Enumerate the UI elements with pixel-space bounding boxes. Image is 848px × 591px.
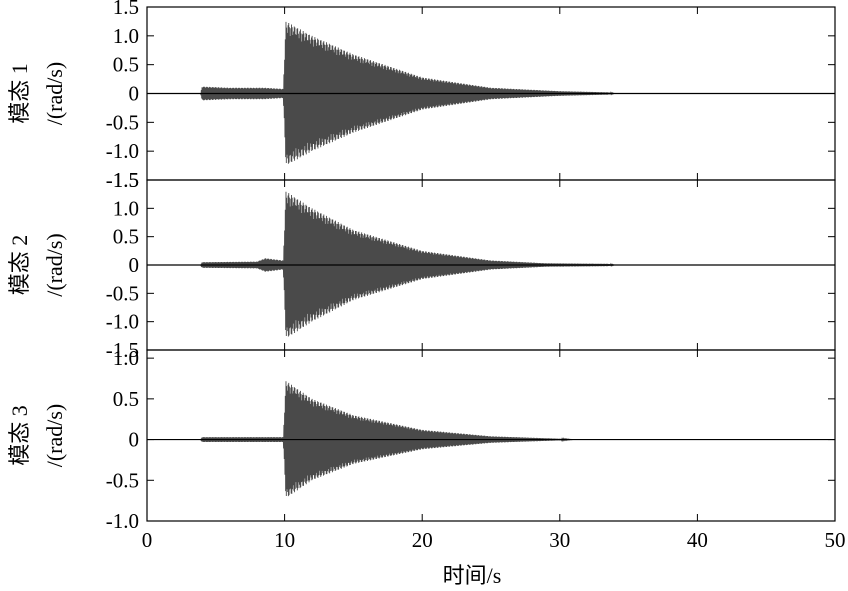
y-tick-label: 0.5	[113, 225, 139, 249]
y-axis-unit-label: /(rad/s)	[42, 233, 67, 297]
y-tick-label: -0.5	[106, 468, 139, 492]
x-axis-label: 时间/s	[443, 563, 502, 588]
y-tick-label: 0	[129, 253, 140, 277]
plot-frame	[146, 349, 836, 522]
subplot-3: 1.0 0.5 0 -0.5 -1.0 模态 3 /(rad/s)	[7, 346, 836, 533]
y-tick-label: 0	[129, 428, 140, 452]
y-tick-label: 1.0	[113, 24, 139, 48]
y-tick-label: 0.5	[113, 387, 139, 411]
y-axis-unit-label: /(rad/s)	[42, 62, 67, 126]
y-tick-label: -1.5	[106, 338, 139, 362]
y-tick-label: -1.0	[106, 310, 139, 334]
y-axis-unit-label: /(rad/s)	[42, 404, 67, 468]
y-tick-label: -1.0	[106, 139, 139, 163]
subplot-1: 1.5 1.0 0.5 0 -0.5 -1.0 -1.5 模态 1 /(rad/s)	[7, 0, 836, 192]
subplot-2: 1.5 1.0 0.5 0 -0.5 -1.0 -1.5 模态 2 /(rad/s)	[7, 168, 836, 362]
y-tick-label: -0.5	[106, 110, 139, 134]
signal-line-2	[147, 191, 835, 337]
y-tick-label: 1.5	[113, 0, 139, 19]
x-tick-label: 30	[549, 528, 570, 552]
y-axis-label: 模态 3	[7, 405, 32, 466]
x-tick-label: 40	[687, 528, 708, 552]
y-tick-label: 0	[129, 82, 140, 106]
y-tick-label: 1.0	[113, 196, 139, 220]
y-axis-label: 模态 2	[7, 235, 32, 296]
y-axis-label: 模态 1	[7, 63, 32, 124]
x-tick-label: 0	[142, 528, 153, 552]
x-tick-label: 20	[412, 528, 433, 552]
y-tick-label: 0.5	[113, 53, 139, 77]
subplots: 1.5 1.0 0.5 0 -0.5 -1.0 -1.5 模态 1 /(rad/s) 1.5 1.0…	[7, 0, 846, 552]
x-tick-label: 10	[274, 528, 295, 552]
signal-line-3	[147, 381, 835, 497]
y-tick-label: 1.5	[113, 168, 139, 192]
y-tick-label: 1.0	[113, 346, 139, 370]
y-tick-label: -1.0	[106, 509, 139, 533]
signal-line-1	[147, 21, 835, 164]
y-tick-label: -0.5	[106, 281, 139, 305]
y-tick-label: -1.5	[106, 168, 139, 192]
x-tick-label: 50	[825, 528, 846, 552]
